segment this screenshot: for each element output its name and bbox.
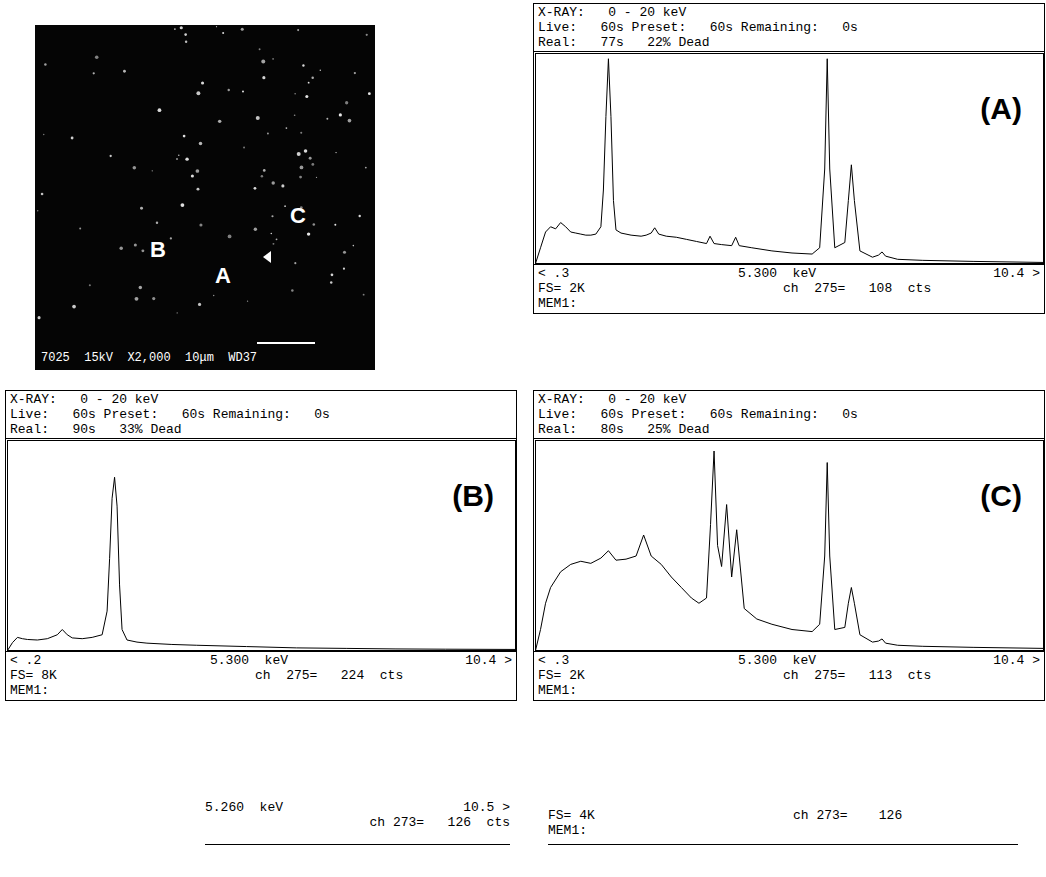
html-text:FS= 4K: FS= 4K bbox=[548, 808, 595, 823]
html-text:5.260 keV: 5.260 keV bbox=[205, 800, 283, 815]
html-text:< .2: < .2 bbox=[10, 653, 42, 668]
html-text:< .3: < .3 bbox=[538, 653, 570, 668]
html-text:MEM1:: MEM1: bbox=[538, 296, 577, 311]
html-text:(B): (B) bbox=[452, 479, 494, 512]
html-text:FS= 8K: FS= 8K bbox=[10, 668, 57, 683]
html-text:X-RAY: 0 - 20 keV Live: 60s Pr: X-RAY: 0 - 20 keV Live: 60s Preset: 60s … bbox=[538, 392, 858, 437]
html-text:FS= 2K: FS= 2K bbox=[538, 281, 585, 296]
svg-text:A: A bbox=[215, 263, 231, 288]
html-text:10.4 >: 10.4 > bbox=[993, 266, 1040, 281]
svg-text:B: B bbox=[150, 237, 166, 262]
html-text:MEM1:: MEM1: bbox=[538, 683, 577, 698]
html-text:X-RAY: 0 - 20 keV Live: 60s Pr: X-RAY: 0 - 20 keV Live: 60s Preset: 60s … bbox=[10, 392, 330, 437]
html-text:MEM1:: MEM1: bbox=[548, 823, 587, 838]
html-text:MEM1:: MEM1: bbox=[10, 683, 49, 698]
html-text:ch 273= 126 cts: ch 273= 126 cts bbox=[369, 815, 510, 830]
html-text:FS= 2K: FS= 2K bbox=[538, 668, 585, 683]
html-text:10.4 >: 10.4 > bbox=[993, 653, 1040, 668]
html-text:ch 275= 224 cts: ch 275= 224 cts bbox=[255, 668, 404, 683]
html-text:5.300 keV: 5.300 keV bbox=[738, 266, 816, 281]
html-text:ch 275= 108 cts: ch 275= 108 cts bbox=[783, 281, 932, 296]
html-text:(A): (A) bbox=[980, 92, 1022, 125]
html-text:(C): (C) bbox=[980, 479, 1022, 512]
svg-text:7025 15kV X2,000 10μm WD37: 7025 15kV X2,000 10μm WD37 bbox=[41, 351, 257, 365]
html-text:10.5 >: 10.5 > bbox=[463, 800, 510, 815]
html-text:5.300 keV: 5.300 keV bbox=[210, 653, 288, 668]
html-text:< .3: < .3 bbox=[538, 266, 570, 281]
html-text:ch 275= 113 cts: ch 275= 113 cts bbox=[783, 668, 932, 683]
html-text:5.300 keV: 5.300 keV bbox=[738, 653, 816, 668]
svg-text:C: C bbox=[290, 203, 306, 228]
html-text:X-RAY: 0 - 20 keV Live: 60s Pr: X-RAY: 0 - 20 keV Live: 60s Preset: 60s … bbox=[538, 5, 858, 50]
html-text:10.4 >: 10.4 > bbox=[465, 653, 512, 668]
html-text:ch 273= 126: ch 273= 126 bbox=[793, 808, 903, 823]
